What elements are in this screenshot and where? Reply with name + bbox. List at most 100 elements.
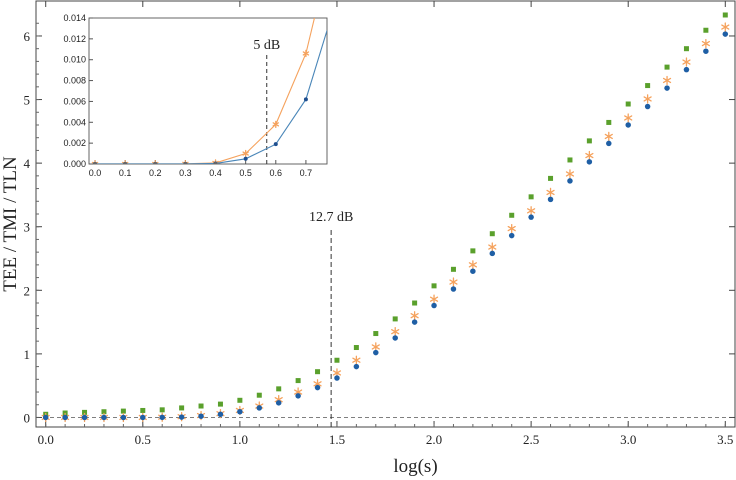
data-point-series-0 — [276, 386, 282, 392]
data-point-series-0 — [703, 27, 709, 33]
data-point-series-1 — [507, 223, 516, 234]
data-point-series-0 — [412, 300, 418, 306]
y-axis-label: TEE / TMI / TLN — [0, 156, 21, 292]
data-point-series-1 — [488, 242, 497, 252]
data-point-series-1 — [546, 187, 555, 198]
data-point-series-2 — [237, 408, 243, 415]
data-point-series-2 — [295, 393, 301, 399]
data-point-series-2 — [42, 414, 49, 421]
data-point-series-2 — [586, 159, 593, 165]
data-point-series-0 — [295, 378, 301, 384]
data-point-series-0 — [179, 405, 185, 411]
y-tick-label: 0 — [24, 410, 31, 425]
data-point-series-2 — [81, 414, 88, 421]
data-point-series-1 — [624, 113, 633, 123]
inset-overlap-point — [213, 161, 218, 164]
data-point-series-2 — [547, 196, 554, 203]
data-point-series-2 — [508, 232, 515, 239]
data-point-series-2 — [431, 302, 437, 309]
inset-point-series-1 — [273, 142, 278, 147]
data-point-series-1 — [682, 57, 691, 67]
inset-y-tick-label: 0.002 — [63, 138, 86, 148]
inset-point-series-0 — [242, 149, 249, 158]
data-point-series-1 — [391, 326, 400, 337]
y-tick-label: 4 — [24, 156, 31, 171]
data-point-series-2 — [411, 319, 418, 325]
data-point-series-2 — [120, 414, 127, 421]
data-point-series-2 — [353, 363, 360, 370]
data-point-series-2 — [314, 384, 321, 391]
data-point-series-2 — [722, 31, 729, 37]
data-point-series-0 — [586, 138, 592, 144]
data-point-series-0 — [645, 83, 651, 89]
data-point-series-2 — [664, 85, 670, 91]
x-tick-label: 1.0 — [232, 432, 248, 447]
data-point-series-1 — [662, 75, 672, 86]
data-point-series-0 — [548, 175, 554, 181]
data-point-series-0 — [198, 403, 204, 409]
data-point-series-1 — [643, 94, 652, 104]
data-point-series-0 — [159, 407, 165, 413]
inset-threshold-label: 5 dB — [253, 38, 280, 53]
data-point-series-1 — [701, 38, 710, 49]
data-point-series-1 — [449, 277, 458, 287]
data-point-series-1 — [604, 131, 613, 142]
data-point-series-2 — [567, 178, 573, 184]
data-point-series-2 — [683, 66, 690, 73]
data-point-series-2 — [450, 286, 457, 292]
data-point-series-0 — [509, 212, 515, 218]
data-point-series-1 — [585, 150, 594, 161]
y-tick-label: 5 — [24, 93, 31, 108]
data-point-series-2 — [334, 375, 340, 381]
data-point-series-0 — [315, 369, 321, 375]
data-point-series-2 — [373, 349, 379, 356]
inset-frame — [88, 17, 328, 165]
x-tick-label: 0.5 — [135, 432, 151, 447]
data-point-series-2 — [140, 414, 146, 421]
data-point-series-0 — [625, 101, 631, 107]
data-point-series-2 — [470, 268, 476, 274]
data-point-series-2 — [178, 414, 185, 420]
inset-y-tick-label: 0.012 — [63, 34, 86, 44]
data-point-series-0 — [606, 119, 612, 125]
data-point-series-0 — [120, 408, 126, 414]
data-point-series-1 — [565, 169, 575, 179]
data-point-series-2 — [275, 400, 282, 406]
data-point-series-0 — [722, 12, 728, 18]
x-tick-label: 3.5 — [717, 432, 733, 447]
inset-x-tick-label: 0.7 — [300, 168, 313, 178]
data-point-series-0 — [256, 392, 262, 398]
x-tick-label: 3.0 — [620, 432, 636, 447]
data-point-series-0 — [450, 266, 456, 272]
data-point-series-1 — [410, 311, 419, 321]
data-point-series-2 — [159, 414, 165, 421]
data-point-series-2 — [606, 140, 612, 147]
inset-y-tick-label: 0.000 — [63, 159, 86, 169]
y-tick-label: 2 — [24, 283, 31, 298]
inset-y-tick-label: 0.006 — [63, 96, 86, 106]
inset-point-series-1 — [303, 97, 308, 102]
data-point-series-2 — [392, 335, 398, 341]
inset-x-tick-label: 0.1 — [119, 168, 132, 178]
data-point-series-0 — [683, 46, 689, 52]
inset-point-series-0 — [302, 49, 310, 58]
data-point-series-2 — [489, 250, 496, 257]
data-point-series-0 — [217, 401, 223, 407]
data-point-series-1 — [468, 260, 477, 270]
inset-x-tick-label: 0.5 — [239, 168, 252, 178]
x-tick-label: 1.5 — [329, 432, 345, 447]
threshold-label: 12.7 dB — [309, 210, 353, 225]
inset-overlap-point — [93, 161, 98, 164]
y-tick-label: 3 — [24, 220, 31, 235]
data-point-series-2 — [101, 414, 107, 421]
data-point-series-0 — [528, 194, 534, 200]
inset-y-tick-label: 0.010 — [63, 55, 86, 65]
data-point-series-0 — [489, 231, 495, 237]
data-point-series-2 — [62, 414, 68, 421]
inset-x-tick-label: 0.6 — [270, 168, 283, 178]
data-point-series-2 — [256, 405, 263, 411]
data-point-series-0 — [101, 409, 107, 415]
data-point-series-0 — [392, 316, 398, 322]
inset-overlap-point — [153, 161, 158, 164]
